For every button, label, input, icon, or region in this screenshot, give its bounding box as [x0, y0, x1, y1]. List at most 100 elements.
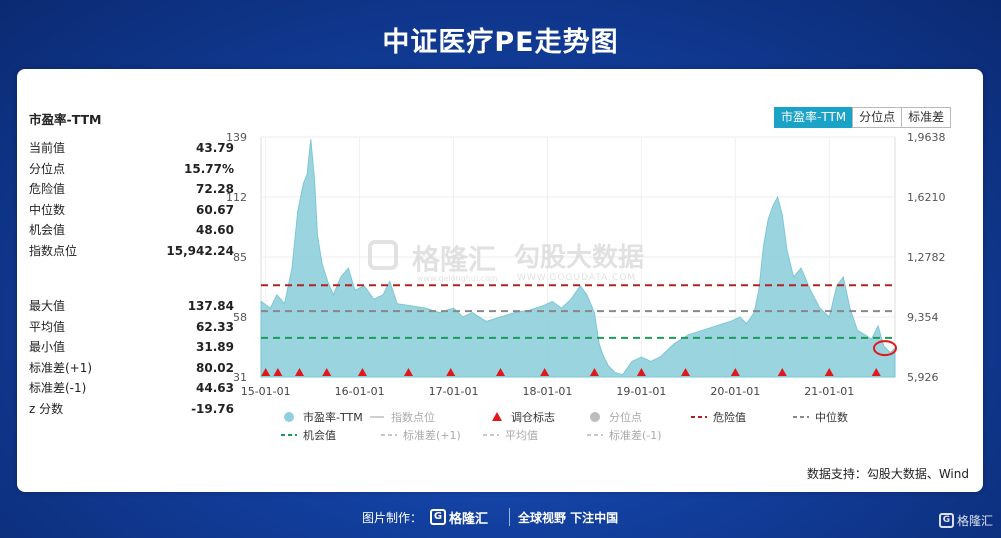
corner-brand: 格隆汇	[956, 514, 993, 528]
stat-row-group2-2: 最小值 31.89	[29, 337, 234, 358]
rebalance-marker	[273, 368, 283, 376]
gelonghui-logo-icon: G	[430, 509, 446, 525]
rebalance-marker	[403, 368, 413, 376]
rebalance-marker	[295, 368, 305, 376]
stats-group-current: 当前值 43.79 分位点 15.77% 危险值 72.28 中位数 60.67 机会值 48.6…	[29, 138, 234, 261]
y-right-tick-label: 1,9638	[907, 131, 946, 144]
corner-logo: G 格隆汇	[938, 512, 993, 529]
metric-tabs: 市盈率-TTM 分位点 标准差	[774, 107, 952, 128]
stat-label: 危险值	[29, 182, 66, 196]
current-value-highlight	[873, 340, 897, 357]
rebalance-marker	[357, 368, 367, 376]
stat-label: 机会值	[29, 223, 66, 237]
stat-value: 137.84	[187, 299, 234, 313]
stats-group-history: 最大值 137.84 平均值 62.33 最小值 31.89 标准差(+1) 80.02 标准差…	[29, 296, 234, 419]
stat-row-group1-1: 分位点 15.77%	[29, 159, 234, 180]
stat-value: 31.89	[196, 340, 234, 354]
footer-divider	[509, 508, 510, 526]
rebalance-marker	[777, 368, 787, 376]
legend-symbol-dot	[590, 412, 600, 422]
tab-std-dev[interactable]: 标准差	[901, 107, 952, 128]
stat-label: z 分数	[29, 401, 64, 416]
watermark-brand1: 格隆汇	[412, 243, 496, 276]
watermark-brand1-url: www.gelonghui.com	[417, 274, 498, 283]
watermark-brand2: 勾股大数据	[514, 243, 644, 273]
footer-logo: G 格隆汇	[430, 507, 502, 527]
rebalance-marker	[540, 368, 550, 376]
stat-value: 15,942.24	[166, 243, 234, 258]
stat-label: 指数点位	[29, 243, 78, 258]
x-tick-label: 18-01-01	[523, 385, 573, 398]
stat-label: 分位点	[29, 161, 66, 176]
stat-label: 平均值	[29, 319, 66, 334]
rebalance-marker	[636, 368, 646, 376]
stat-value: 15.77%	[184, 161, 234, 176]
x-tick-label: 16-01-01	[335, 385, 385, 398]
y-right-tick-label: 9,354	[907, 311, 939, 324]
y-right-tick-label: 1,6210	[907, 191, 946, 204]
stat-label: 标准差(+1)	[29, 360, 93, 375]
data-source-text: 数据支持：勾股大数据、Wind	[806, 467, 969, 481]
pe-area-series	[260, 139, 896, 378]
tab-pe-ttm[interactable]: 市盈率-TTM	[774, 107, 854, 128]
stat-value: 60.67	[196, 202, 234, 217]
stat-label: 最大值	[29, 299, 66, 313]
legend-label: 标准差(-1)	[609, 428, 662, 442]
legend-label: 调仓标志	[511, 410, 555, 424]
legend-label: 指数点位	[391, 410, 435, 424]
y-left-tick-label: 31	[233, 371, 247, 384]
rebalance-marker	[322, 368, 332, 376]
stat-row-group2-0: 最大值 137.84	[29, 296, 234, 317]
y-left-tick-label: 58	[233, 311, 247, 324]
x-tick-label: 15-01-01	[241, 385, 291, 398]
stat-label: 最小值	[29, 340, 66, 354]
y-right-tick-label: 5,926	[907, 371, 939, 384]
footer-slogan: 全球视野 下注中国	[518, 511, 619, 525]
rebalance-marker	[261, 368, 271, 376]
stat-row-group1-4: 机会值 48.60	[29, 220, 234, 241]
stat-label: 中位数	[29, 202, 66, 217]
y-right-tick-label: 1,2782	[907, 251, 946, 264]
footer-made-by: 图片制作：	[362, 511, 423, 525]
stat-label: 标准差(-1)	[29, 381, 87, 395]
legend-label: 中位数	[815, 410, 848, 424]
stat-value: -19.76	[191, 401, 234, 416]
stat-row-group1-0: 当前值 43.79	[29, 138, 234, 159]
page-title: 中证医疗PE走势图	[382, 27, 619, 58]
rebalance-marker	[824, 368, 834, 376]
y-left-tick-label: 85	[233, 251, 247, 264]
x-tick-label: 17-01-01	[429, 385, 479, 398]
stat-row-group2-1: 平均值 62.33	[29, 317, 234, 338]
stat-row-group1-5: 指数点位 15,942.24	[29, 241, 234, 262]
stat-row-group2-4: 标准差(-1) 44.63	[29, 378, 234, 399]
stat-value: 80.02	[196, 360, 234, 375]
stat-value: 72.28	[196, 182, 234, 196]
footer-brand: 格隆汇	[449, 511, 489, 527]
legend-label: 危险值	[713, 410, 746, 424]
watermark-brand2-url: WWW.GOGUDATA.COM	[517, 273, 636, 283]
stat-row-group2-3: 标准差(+1) 80.02	[29, 358, 234, 379]
y-left-tick-label: 112	[226, 191, 247, 204]
stat-label: 当前值	[29, 141, 66, 155]
stat-row-group2-5: z 分数 -19.76	[29, 399, 234, 420]
stat-row-group1-3: 中位数 60.67	[29, 200, 234, 221]
legend-label: 分位点	[609, 410, 642, 424]
rebalance-marker	[681, 368, 691, 376]
rebalance-marker	[730, 368, 740, 376]
legend-label: 机会值	[303, 428, 336, 442]
tab-percentile[interactable]: 分位点	[852, 107, 903, 128]
stats-title: 市盈率-TTM	[29, 112, 102, 127]
chart-card: 市盈率-TTM 当前值 43.79 分位点 15.77% 危险值 72.28 中位数 60.6…	[17, 69, 983, 492]
rebalance-marker	[871, 368, 881, 376]
y-left-tick-label: 139	[226, 131, 247, 144]
stat-value: 48.60	[196, 223, 234, 237]
footer: 图片制作： G 格隆汇 全球视野 下注中国	[0, 507, 1001, 527]
legend-symbol-triangle	[492, 412, 502, 421]
legend-label: 市盈率-TTM	[303, 410, 363, 424]
gelonghui-corner-icon: G	[938, 513, 954, 528]
rebalance-marker	[496, 368, 506, 376]
stat-value: 44.63	[196, 381, 234, 395]
legend-label: 平均值	[505, 429, 538, 442]
rebalance-marker	[446, 368, 456, 376]
stat-value: 62.33	[196, 319, 234, 334]
